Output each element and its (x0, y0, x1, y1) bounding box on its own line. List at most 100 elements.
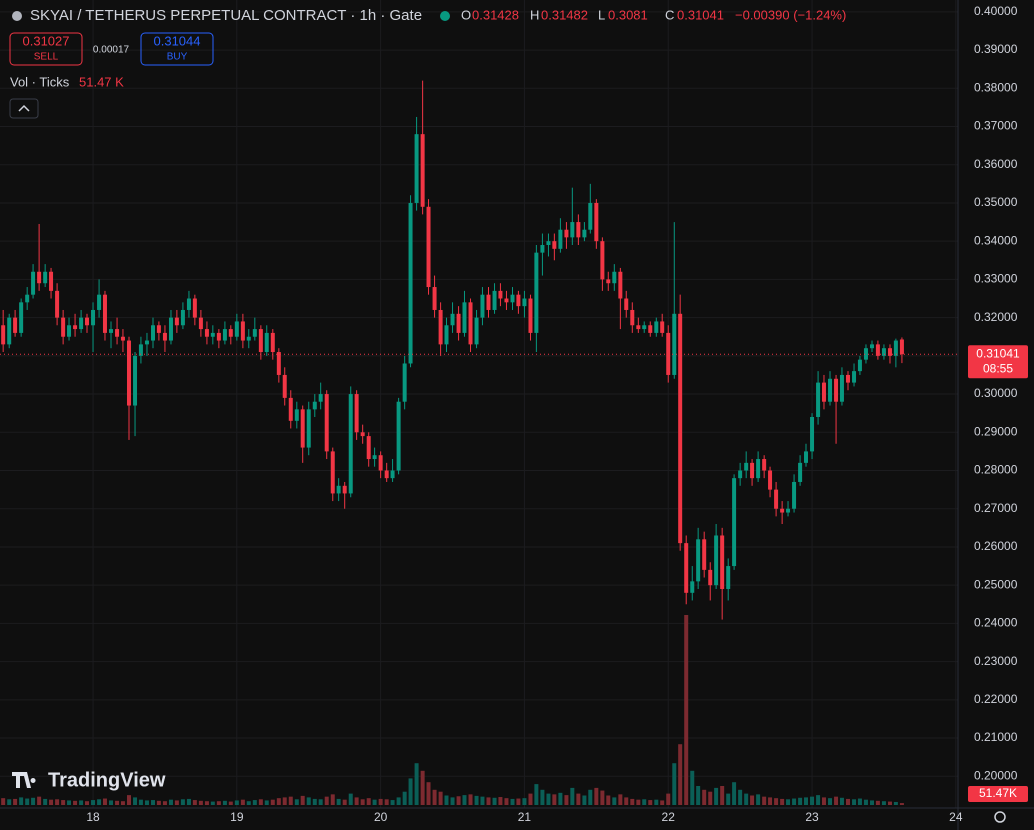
y-tick-label: 0.34000 (974, 233, 1018, 247)
candle-body (180, 309, 185, 326)
candle-body (174, 317, 179, 326)
volume-bar (714, 787, 719, 805)
volume-bar (678, 744, 683, 805)
candle-body (144, 340, 149, 345)
buy-price[interactable]: 0.31044 (154, 33, 201, 48)
volume-bar (102, 798, 107, 805)
candle-body (810, 416, 815, 452)
volume-bar (282, 797, 287, 805)
volume-bar (768, 797, 773, 805)
candle-body (43, 271, 48, 284)
candle-body (714, 535, 719, 586)
candle-body (133, 355, 138, 406)
candle-body (348, 394, 353, 494)
volume-bar (420, 770, 425, 805)
candle-body (258, 329, 263, 353)
sell-button[interactable] (9, 32, 83, 66)
candle-body (240, 321, 245, 341)
volume-bar (330, 794, 335, 805)
volume-bar (354, 797, 359, 805)
settings-icon[interactable] (994, 811, 1006, 823)
volume-bar (151, 800, 156, 805)
volume-bar (396, 797, 401, 805)
candle-body (414, 134, 419, 203)
candle-body (456, 313, 461, 333)
volume-label-box (968, 786, 1028, 802)
volume-bar (198, 800, 203, 805)
candle-body (744, 462, 749, 471)
volume-bar (552, 794, 557, 805)
candle-body (342, 485, 347, 494)
change: −0.00390 (−1.24%) (735, 7, 846, 22)
candle-body (768, 470, 773, 490)
volume-bar (109, 800, 114, 805)
candle-body (786, 508, 791, 513)
volume-bar (324, 796, 329, 805)
volume-bar (528, 793, 533, 805)
candle-body (162, 332, 167, 341)
volume-bar (540, 789, 545, 805)
volume-bar (438, 791, 443, 805)
sell-price[interactable]: 0.31027 (23, 33, 70, 48)
sell-label[interactable]: SELL (34, 52, 59, 63)
volume-bar (246, 801, 251, 805)
volume-bar (13, 798, 18, 805)
collapse-button[interactable] (9, 98, 39, 119)
candle-body (845, 374, 850, 383)
volume-bar (582, 795, 587, 805)
volume-bar (67, 800, 72, 805)
volume-bar (270, 799, 275, 805)
buy-button[interactable] (140, 32, 214, 66)
y-tick-label: 0.24000 (974, 616, 1018, 630)
candle-body (318, 394, 323, 402)
candle-body (899, 339, 904, 355)
candle-body (151, 325, 156, 341)
volume-bar (462, 795, 467, 805)
volume-bar (174, 800, 179, 805)
candle-body (576, 222, 581, 238)
candle-body (37, 271, 42, 284)
volume-bar (576, 793, 581, 805)
volume-bar (84, 801, 89, 805)
volume-bar (468, 794, 473, 805)
candle-body (312, 401, 317, 410)
volume-legend-value: 51.47 K (79, 74, 124, 89)
candle-body (19, 302, 24, 333)
candle-body (420, 134, 425, 207)
volume-bar (606, 795, 611, 805)
volume-bar (234, 800, 239, 805)
volume-bar (738, 789, 743, 805)
status-dot (440, 11, 450, 21)
buy-label[interactable]: BUY (167, 52, 188, 63)
candle-body (690, 581, 695, 593)
volume-bar (73, 800, 78, 805)
candle-body (276, 352, 281, 375)
y-tick-label: 0.32000 (974, 310, 1018, 324)
candle-body (498, 290, 503, 299)
volume-bar (660, 800, 665, 805)
volume-bar (636, 799, 641, 805)
volume-bar (474, 795, 479, 805)
candle-body (115, 329, 120, 337)
candle-body (642, 325, 647, 330)
volume-bar (750, 795, 755, 805)
candle-body (636, 325, 641, 330)
volume-bar (216, 801, 221, 805)
spread: 0.00017 (93, 45, 130, 56)
ohlc-value: 0.31428 (472, 7, 519, 22)
volume-bar (684, 615, 689, 805)
candle-body (816, 382, 821, 417)
candle-body (870, 344, 875, 349)
candle-body (804, 451, 809, 463)
ohlc-label: L (598, 7, 605, 22)
volume-bar (378, 798, 383, 805)
volume-bar (300, 795, 305, 805)
candle-body (67, 325, 72, 337)
volume-bar (600, 790, 605, 805)
candle-body (504, 298, 509, 303)
candle-body (7, 317, 12, 345)
y-tick-label: 0.20000 (974, 768, 1018, 782)
volume-bar (756, 794, 761, 805)
candle-body (468, 302, 473, 345)
candle-body (660, 321, 665, 333)
